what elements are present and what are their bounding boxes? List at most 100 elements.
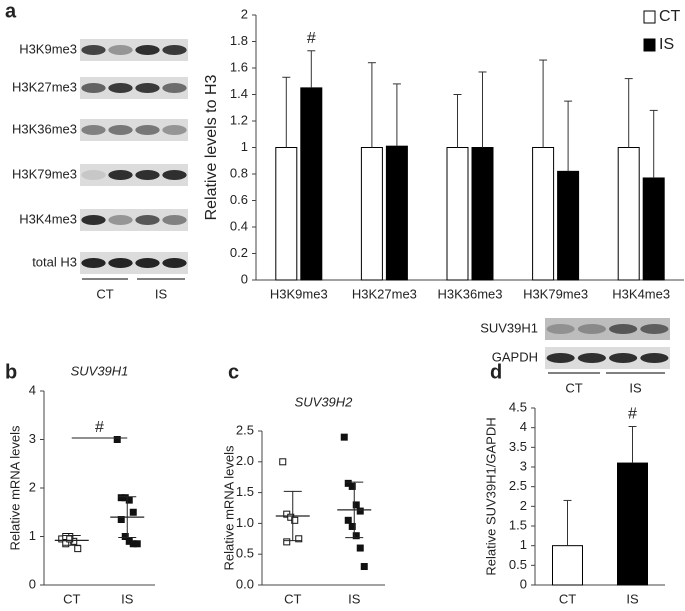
y-tick-label: 2.5	[509, 478, 527, 493]
blot-band	[135, 125, 160, 135]
bar	[532, 147, 555, 281]
blot-band	[135, 170, 160, 180]
blot-band	[135, 83, 160, 93]
y-tick-label: 1	[29, 528, 36, 543]
group-label: CT	[565, 380, 582, 395]
point	[352, 501, 360, 509]
annotation: #	[95, 419, 104, 436]
y-tick-label: 0.2	[230, 245, 248, 260]
bar	[617, 147, 640, 281]
blot-strip	[80, 252, 188, 274]
y-tick-label: 4	[520, 419, 527, 434]
blot-band	[81, 170, 106, 180]
blot-band	[546, 324, 575, 334]
chart-title: SUV39H2	[295, 394, 354, 409]
point	[356, 544, 364, 552]
blot-band	[162, 215, 187, 225]
blot-band	[108, 170, 133, 180]
point	[133, 540, 141, 548]
panel-label: c	[228, 361, 239, 383]
x-tick-label: CT	[284, 591, 301, 606]
blot-label: total H3	[32, 254, 77, 269]
bar	[617, 462, 648, 586]
blot-band	[108, 125, 133, 135]
annotation: #	[628, 406, 637, 423]
y-tick-label: 2	[241, 6, 248, 21]
y-tick-label: 3.5	[509, 439, 527, 454]
blot-band	[135, 215, 160, 225]
blot-band	[81, 83, 106, 93]
y-tick-label: 1.8	[230, 33, 248, 48]
y-tick-label: 1.6	[230, 59, 248, 74]
bar	[446, 147, 469, 281]
blot-band	[546, 353, 575, 363]
bar	[275, 147, 298, 281]
x-tick-label: H3K79me3	[523, 286, 588, 301]
blot-label: GAPDH	[492, 349, 538, 364]
panel-label: a	[5, 0, 17, 22]
y-tick-label: 0.6	[230, 192, 248, 207]
blot-band	[81, 125, 106, 135]
y-tick-label: 1.2	[230, 112, 248, 127]
x-tick-label: IS	[121, 591, 134, 606]
y-axis-label: Relative levels to H3	[203, 74, 220, 220]
x-tick-label: H3K27me3	[352, 286, 417, 301]
y-tick-label: 2.0	[236, 453, 254, 468]
y-tick-label: 0	[29, 576, 36, 591]
point	[283, 538, 291, 546]
blot-band	[108, 215, 133, 225]
bar	[385, 145, 408, 281]
annotation: #	[307, 30, 316, 47]
blot-label: H3K36me3	[12, 121, 77, 136]
x-tick-label: IS	[348, 591, 361, 606]
point	[129, 508, 137, 516]
point	[295, 535, 303, 543]
legend-swatch	[643, 10, 656, 24]
point	[356, 507, 364, 515]
y-tick-label: 4	[29, 382, 36, 397]
y-tick-label: 1	[241, 139, 248, 154]
point	[352, 532, 360, 540]
legend-label: IS	[659, 36, 674, 53]
y-tick-label: 1.0	[236, 515, 254, 530]
blot-band	[81, 215, 106, 225]
point	[348, 522, 356, 530]
panel-label: d	[490, 361, 502, 383]
bar	[552, 545, 583, 586]
blot-band	[108, 83, 133, 93]
blot-band	[108, 45, 133, 55]
blot-band	[162, 45, 187, 55]
blot-strip	[80, 39, 188, 61]
y-tick-label: 2	[29, 479, 36, 494]
y-tick-label: 4.5	[509, 399, 527, 414]
bar	[360, 147, 383, 281]
y-axis-label: Relative mRNA levels	[221, 445, 236, 570]
blot-band	[162, 83, 187, 93]
x-tick-label: IS	[626, 591, 639, 606]
blot-strip	[80, 209, 188, 231]
x-tick-label: H3K9me3	[270, 286, 328, 301]
blot-label: H3K9me3	[19, 41, 77, 56]
y-tick-label: 0.8	[230, 165, 248, 180]
blot-band	[162, 258, 187, 268]
y-tick-label: 0.4	[230, 218, 248, 233]
blot-band	[640, 353, 669, 363]
blot-band	[577, 353, 606, 363]
y-tick-label: 0.5	[509, 557, 527, 572]
legend-label: CT	[659, 8, 681, 25]
group-label: IS	[155, 286, 168, 301]
panel-label: b	[5, 361, 17, 383]
blot-label: H3K27me3	[12, 79, 77, 94]
y-tick-label: 1.5	[236, 484, 254, 499]
legend-swatch	[643, 38, 656, 52]
blot-label: SUV39H1	[480, 320, 538, 335]
point	[360, 563, 368, 571]
point	[344, 516, 352, 524]
y-tick-label: 2.5	[236, 422, 254, 437]
blot-band	[135, 45, 160, 55]
point	[74, 545, 82, 553]
y-axis-label: Relative SUV39H1/GAPDH	[483, 417, 498, 575]
y-tick-label: 3	[29, 431, 36, 446]
group-label: IS	[629, 380, 642, 395]
y-tick-label: 0.5	[236, 546, 254, 561]
